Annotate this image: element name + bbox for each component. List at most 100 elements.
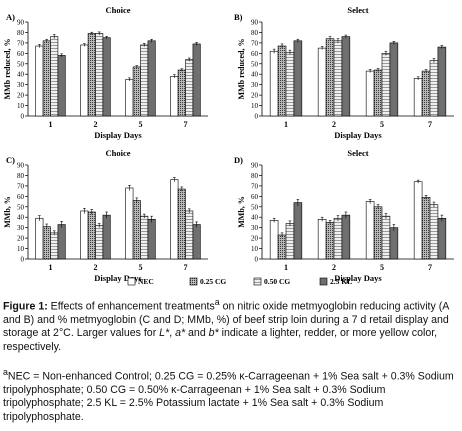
caption-sep-1: , [169,327,176,340]
x-axis-label: Display Days [94,130,142,140]
x-tick-label: 1 [49,120,53,129]
x-tick-label: 2 [94,120,98,129]
panel-label: D) [234,155,243,165]
y-axis-label: MMb, % [3,196,12,228]
bar-0-25-cg [42,40,51,117]
x-tick-label: 7 [428,263,432,272]
bar-nec [269,50,279,117]
x-tick-label: 7 [184,263,188,272]
bar-0-25-cg [277,45,287,117]
bar-0-25-cg [42,226,51,260]
legend-label: 0.50 CG [264,277,290,286]
bar-0-25-cg [421,197,431,260]
y-tick-label: 20 [251,235,259,243]
y-tick-label: 60 [17,50,25,58]
y-tick-label: 30 [17,81,25,89]
figure-caption: Figure 1: Effects of enhancement treatme… [3,296,459,354]
bar-0-25-cg [177,69,186,117]
caption-l-star: L* [159,327,170,340]
bar-0-25-cg [177,188,186,260]
x-tick-label: 1 [284,120,288,129]
bar-2-5-kl [293,40,303,117]
y-tick-label: 10 [17,245,25,253]
bar-0-25-cg [373,206,383,260]
bar-0-50-cg [381,53,391,117]
panel-label: C) [6,155,15,165]
bar-0-25-cg [132,66,141,117]
caption-text-3: indicate a lighter, redder, or more yell… [3,327,438,353]
bar-2-5-kl [192,224,201,260]
chart-panel-2: B) Select 0 10 20 30 40 50 60 70 80 90 MMb reduced, … [234,5,454,140]
x-tick-label: 2 [332,120,336,129]
y-tick-label: 80 [251,29,259,37]
y-tick-label: 70 [251,182,259,190]
bar-0-50-cg [95,225,104,260]
y-tick-label: 30 [251,224,259,232]
bar-nec [80,210,89,260]
chart-title: Choice [105,148,130,158]
y-tick-label: 70 [17,39,25,47]
y-tick-label: 20 [17,235,25,243]
bar-2-5-kl [389,227,399,260]
footnote-sup: a [3,367,8,377]
bar-2-5-kl [57,55,66,117]
y-tick-label: 90 [17,19,25,27]
caption-a-star: a* [175,327,186,340]
caption-text-1: Effects of enhancement treatments [47,300,215,313]
bar-0-25-cg [373,69,383,117]
bar-2-5-kl [341,214,351,260]
panel-label: B) [234,12,243,22]
y-tick-label: 20 [17,92,25,100]
bar-nec [317,219,327,260]
chart-panel-4: D) Select 0 10 20 30 40 50 60 70 80 90 MMb, % 1 2 5 7 Dis… [234,148,454,283]
bar-nec [80,44,89,117]
y-tick-label: 10 [251,102,259,110]
bar-0-50-cg [381,215,391,260]
bar-0-25-cg [325,222,335,260]
chart-title: Select [347,5,368,15]
y-tick-label: 0 [255,113,259,121]
bar-nec [170,179,179,260]
x-tick-label: 2 [332,263,336,272]
x-axis-label: Display Days [94,273,142,283]
legend-label: 0.25 CG [200,277,226,286]
bar-2-5-kl [102,214,111,260]
y-tick-label: 50 [17,203,25,211]
x-axis-label: Display Days [334,130,382,140]
bar-0-50-cg [333,40,343,117]
x-tick-label: 5 [380,263,384,272]
legend-swatch [253,277,262,286]
x-tick-label: 1 [284,263,288,272]
y-tick-label: 80 [17,172,25,180]
bar-0-50-cg [50,36,59,117]
y-tick-label: 50 [251,60,259,68]
caption-text-2: on nitric oxide metmyoglobin reducing ac… [3,300,449,340]
legend-label: NEC [138,277,154,286]
x-axis-label: Display Days [334,273,382,283]
bar-0-25-cg [132,200,141,260]
legend-label: 2.5 KL [330,277,352,286]
bar-2-5-kl [389,42,399,117]
y-tick-label: 80 [251,172,259,180]
bar-nec [125,187,134,260]
bar-0-50-cg [95,33,104,117]
y-tick-label: 80 [17,29,25,37]
x-tick-label: 2 [94,263,98,272]
y-tick-label: 0 [21,256,25,264]
y-axis-label: MMb reduced, % [3,39,12,100]
y-tick-label: 50 [17,60,25,68]
y-tick-label: 0 [21,113,25,121]
y-tick-label: 70 [17,182,25,190]
chart-panel-3: C) Choice 0 10 20 30 40 50 60 70 80 90 MMb, % 1 2 5 7 Dis… [3,148,208,283]
bar-2-5-kl [437,217,447,260]
bar-0-50-cg [285,51,295,117]
figure-footnote: aNEC = Non-enhanced Control; 0.25 CG = 0… [3,366,459,424]
bar-nec [365,201,375,260]
y-tick-label: 30 [17,224,25,232]
bar-2-5-kl [147,40,156,117]
legend-swatch [319,277,328,286]
chart-title: Choice [105,5,130,15]
bar-2-5-kl [57,224,66,260]
bar-0-50-cg [333,217,343,260]
bar-0-50-cg [185,59,194,117]
